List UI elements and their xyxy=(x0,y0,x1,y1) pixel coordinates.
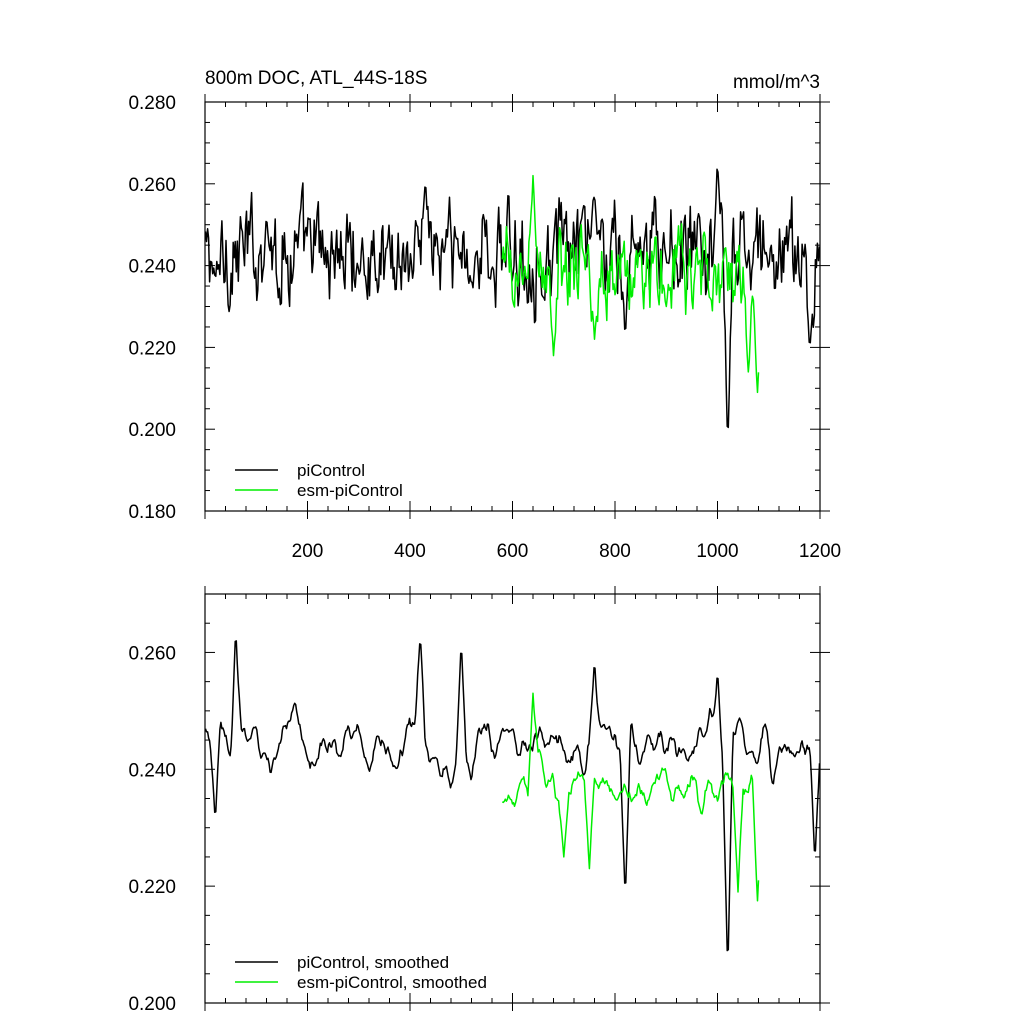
units-label: mmol/m^3 xyxy=(733,72,820,93)
series-group xyxy=(204,168,821,429)
y-tick-label: 0.220 xyxy=(128,338,176,359)
y-tick-label: 0.200 xyxy=(128,420,176,441)
x-tick-label: 400 xyxy=(394,541,426,562)
y-tick-label: 0.260 xyxy=(128,175,176,196)
x-tick-label: 1200 xyxy=(799,541,841,562)
y-tick-label: 0.200 xyxy=(128,994,176,1015)
y-tick-label: 0.220 xyxy=(128,877,176,898)
y-tick-label: 0.180 xyxy=(128,502,176,523)
bottom-panel: 0.200 0.220 0.240 0.260 piControl, smoothed… xyxy=(128,586,830,1015)
series-line-esm-picontrol xyxy=(501,692,760,902)
x-tick-label: 800 xyxy=(599,541,631,562)
series-line-picontrol xyxy=(204,640,821,952)
top-panel: 800m DOC, ATL_44S-18S mmol/m^3 200 400 600… xyxy=(128,68,841,562)
x-tick-label: 200 xyxy=(292,541,324,562)
x-tick-label: 1000 xyxy=(696,541,738,562)
axis-ticks: 200 400 600 800 1000 1200 0.180 0.200 0.220 0.240… xyxy=(128,93,841,562)
y-tick-label: 0.260 xyxy=(128,643,176,664)
legend-label: piControl xyxy=(297,461,365,480)
series-line-esm-picontrol xyxy=(501,174,760,394)
y-tick-label: 0.280 xyxy=(128,93,176,114)
plot-frame xyxy=(204,101,821,512)
y-tick-label: 0.240 xyxy=(128,257,176,278)
legend-label: piControl, smoothed xyxy=(297,953,449,972)
series-line-picontrol xyxy=(204,168,821,429)
y-tick-label: 0.240 xyxy=(128,760,176,781)
x-tick-label: 600 xyxy=(497,541,529,562)
chart-title: 800m DOC, ATL_44S-18S xyxy=(205,68,427,89)
axis-ticks: 0.200 0.220 0.240 0.260 xyxy=(128,586,830,1015)
series-group xyxy=(204,640,821,952)
legend-label: esm-piControl xyxy=(297,481,403,500)
legend-label: esm-piControl, smoothed xyxy=(297,973,487,992)
